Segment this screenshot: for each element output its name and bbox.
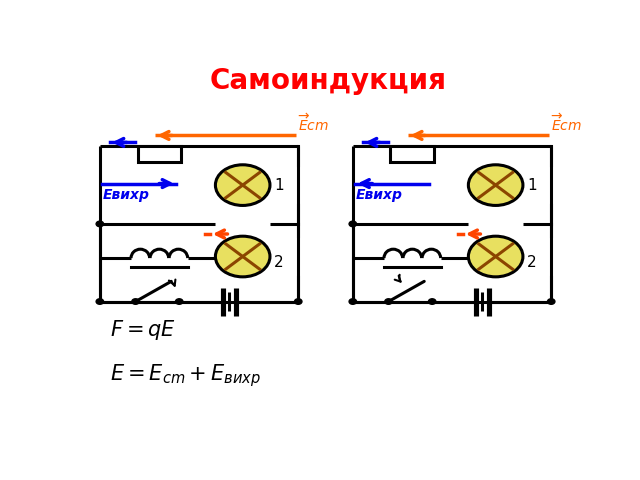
Text: $\overrightarrow{E}cm$: $\overrightarrow{E}cm$ bbox=[551, 112, 582, 133]
Text: Евихр: Евихр bbox=[355, 188, 402, 202]
Circle shape bbox=[216, 165, 270, 205]
Circle shape bbox=[175, 299, 183, 304]
Circle shape bbox=[468, 236, 523, 277]
Text: Евихр: Евихр bbox=[102, 188, 149, 202]
Circle shape bbox=[96, 221, 104, 227]
Circle shape bbox=[216, 236, 270, 277]
Text: 1: 1 bbox=[274, 178, 284, 192]
Text: $F = qE$: $F = qE$ bbox=[110, 318, 176, 342]
Text: 1: 1 bbox=[527, 178, 536, 192]
Text: 2: 2 bbox=[274, 255, 284, 270]
Circle shape bbox=[294, 299, 302, 304]
Circle shape bbox=[547, 299, 555, 304]
Circle shape bbox=[96, 299, 104, 304]
Circle shape bbox=[349, 299, 356, 304]
Bar bbox=[390, 146, 434, 162]
Text: Самоиндукция: Самоиндукция bbox=[209, 67, 447, 95]
Text: $\overrightarrow{E}cm$: $\overrightarrow{E}cm$ bbox=[298, 112, 329, 133]
Circle shape bbox=[468, 165, 523, 205]
Circle shape bbox=[428, 299, 436, 304]
Circle shape bbox=[132, 299, 140, 304]
Bar bbox=[138, 146, 181, 162]
Circle shape bbox=[349, 221, 356, 227]
Circle shape bbox=[385, 299, 392, 304]
Text: 2: 2 bbox=[527, 255, 536, 270]
Text: $E = E_{cm} + E_{вихр}$: $E = E_{cm} + E_{вихр}$ bbox=[110, 362, 261, 389]
